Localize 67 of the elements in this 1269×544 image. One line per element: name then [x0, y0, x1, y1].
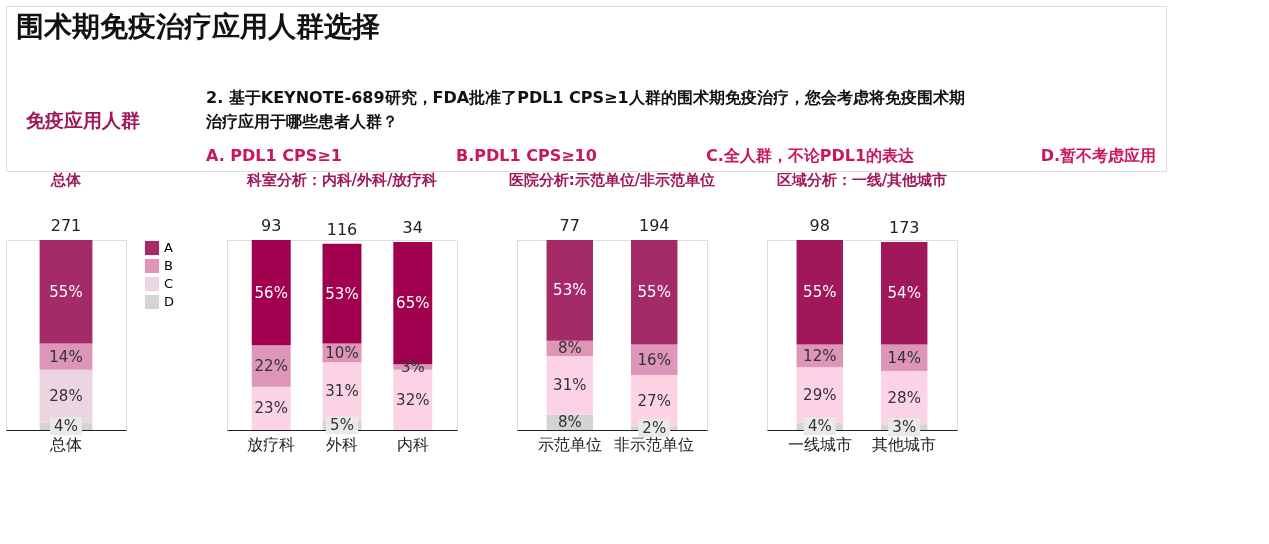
chart-title: 总体 — [50, 171, 82, 189]
text: 194 — [638, 216, 670, 235]
data-label: 65% — [396, 294, 430, 313]
bar — [546, 355, 593, 415]
text: 2. 基于KEYNOTE-689研究，FDA批准了PDL1 CPS≥1人群的围术期免疫治疗，您会考虑将免疫围术期 — [206, 88, 965, 107]
text: 围术期免疫治疗应用人群选择 — [16, 10, 380, 43]
data-label: 3% — [892, 418, 917, 437]
text: 116 — [326, 219, 358, 239]
chart-title: 医院分析:示范单位/非示范单位 — [508, 171, 716, 189]
text: 治疗应用于哪些患者人群？ — [205, 112, 398, 131]
data-label: 4% — [54, 417, 78, 436]
data-label: 55% — [637, 283, 671, 302]
x-tick-label: 总体 — [49, 434, 82, 454]
data-label: 54% — [887, 284, 921, 303]
text: 34 — [402, 217, 423, 237]
bar — [39, 240, 93, 344]
data-label: 5% — [330, 416, 354, 435]
x-tick-label: 其他城市 — [872, 434, 937, 454]
text: D.暂不考虑应用 — [1040, 146, 1156, 165]
legend-label: A — [164, 240, 173, 255]
data-label: 32% — [396, 390, 430, 409]
chart-title: 区域分析：一线/其他城市 — [776, 171, 948, 189]
legend-label: D — [164, 294, 175, 309]
data-label: 55% — [803, 283, 837, 302]
text: 免疫应用人群 — [25, 109, 140, 131]
x-tick-label: 示范单位 — [537, 434, 602, 454]
text: 173 — [888, 217, 920, 237]
bar — [631, 240, 678, 345]
data-label: 56% — [254, 283, 288, 302]
x-tick-label: 内科 — [396, 434, 429, 454]
text: C.全人群，不论PDL1的表达 — [706, 146, 916, 165]
data-label: 14% — [49, 347, 83, 366]
text: A. PDL1 CPS≥1 — [206, 146, 342, 165]
data-label: 8% — [557, 413, 582, 432]
bar — [251, 240, 291, 346]
x-tick-label: 外科 — [326, 434, 358, 454]
bar — [796, 240, 843, 345]
legend-label: B — [164, 258, 173, 273]
data-label: 23% — [254, 399, 288, 418]
data-label: 31% — [553, 376, 587, 395]
data-label: 27% — [637, 391, 671, 410]
data-label: 31% — [325, 382, 359, 401]
data-label: 55% — [49, 282, 83, 301]
bar — [322, 243, 362, 344]
data-label: 28% — [887, 388, 921, 407]
data-label: 8% — [557, 339, 582, 358]
data-label: 53% — [553, 281, 587, 300]
legend-label: C — [164, 276, 174, 291]
x-tick-label: 一线城市 — [787, 434, 852, 454]
bar — [881, 241, 928, 345]
data-label: 29% — [803, 385, 837, 404]
text: 93 — [261, 216, 282, 235]
data-label: 22% — [254, 357, 288, 376]
bar — [546, 240, 593, 341]
text: 271 — [50, 216, 82, 235]
chart-title: 科室分析：内科/外科/放疗科 — [245, 171, 438, 189]
text: 77 — [559, 216, 580, 235]
data-label: 4% — [807, 417, 832, 436]
text: 98 — [809, 216, 830, 235]
data-label: 53% — [325, 284, 359, 303]
data-label: 10% — [325, 343, 359, 362]
data-label: 12% — [803, 346, 837, 365]
text: B.PDL1 CPS≥10 — [456, 146, 597, 165]
x-tick-label: 放疗科 — [247, 434, 296, 454]
data-label: 28% — [49, 387, 83, 406]
data-label: 14% — [887, 348, 921, 367]
data-label: 16% — [637, 350, 671, 369]
